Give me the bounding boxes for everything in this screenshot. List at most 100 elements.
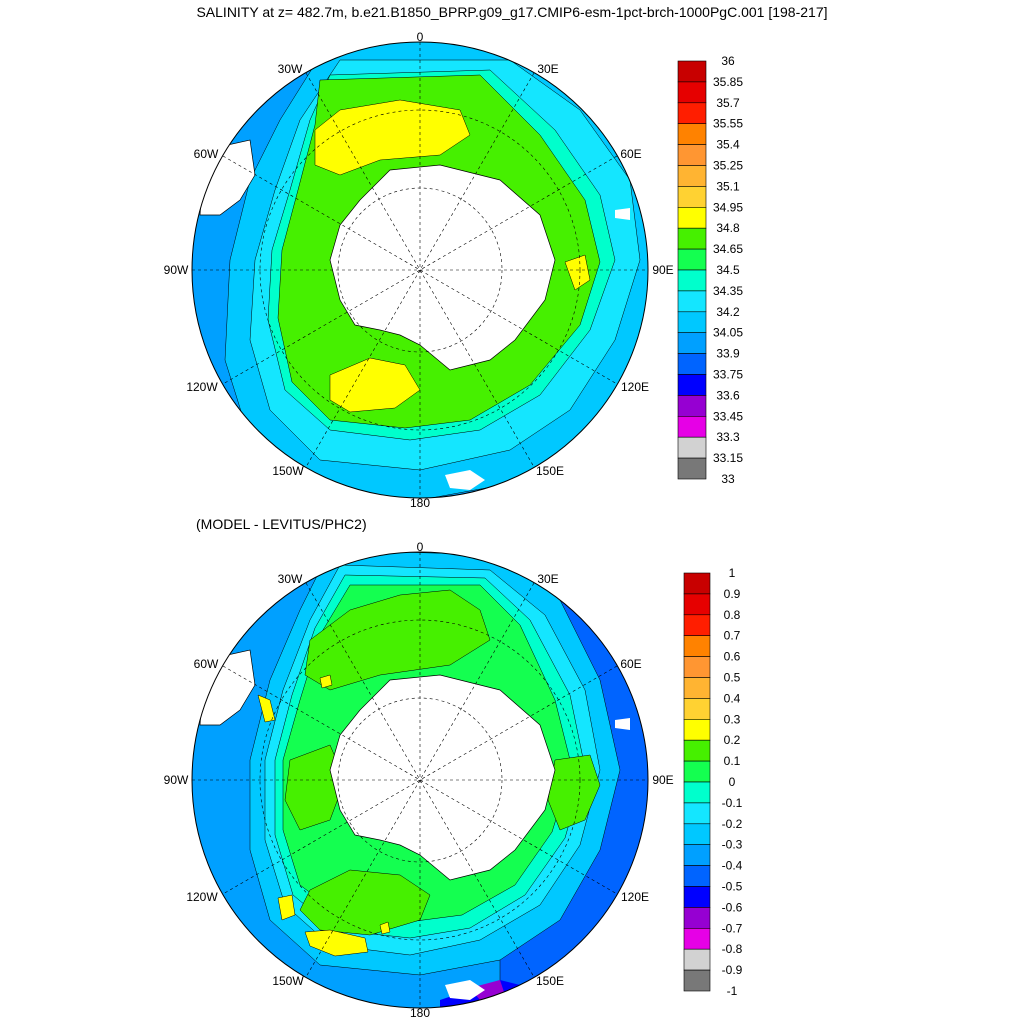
lon-label-180: 180 [410, 1006, 430, 1020]
colorbar-swatch [683, 656, 711, 678]
salinity-map: 0 30W 30E 60W 60E 90W 90E 120W 120E 150W… [164, 30, 744, 510]
colorbar-swatch [677, 436, 707, 459]
colorbar-swatch [677, 374, 707, 396]
lon-label-0: 0 [417, 540, 424, 554]
colorbar-swatch [677, 269, 707, 292]
colorbar-swatch [677, 332, 707, 354]
colorbar-tick-label: 34.95 [713, 200, 743, 214]
colorbar-tick-label: -0.8 [722, 942, 743, 956]
figure-title: SALINITY at z= 482.7m, b.e21.B1850_BPRP.… [196, 4, 828, 20]
colorbar-tick-label: 33.3 [716, 430, 740, 444]
colorbar-swatch [683, 781, 711, 804]
colorbar-tick-label: 0.3 [724, 712, 741, 726]
colorbar-swatch [677, 207, 707, 229]
colorbar-tick-label: 33.9 [716, 347, 740, 361]
lon-label-90e: 90E [652, 773, 673, 787]
colorbar-tick-label: 35.1 [716, 179, 740, 193]
salinity-colorbar-labels: 36 35.85 35.7 35.55 35.4 35.25 35.1 34.95 34.8 34… [713, 54, 743, 486]
lon-label-120w: 120W [186, 380, 218, 394]
colorbar-tick-label: -1 [727, 984, 738, 998]
lon-label-180: 180 [410, 496, 430, 510]
colorbar-swatch [677, 165, 707, 187]
lon-label-30e: 30E [537, 62, 558, 76]
colorbar-swatch [683, 572, 711, 595]
colorbar-swatch [683, 948, 711, 971]
colorbar-tick-label: 33.45 [713, 409, 743, 423]
difference-colorbar-labels: 1 0.9 0.8 0.7 0.6 0.5 0.4 0.3 0.2 0.1 0 -0.1 -0.2 -0.… [722, 566, 743, 998]
colorbar-tick-label: 33.15 [713, 451, 743, 465]
colorbar-tick-label: 0.1 [724, 754, 741, 768]
colorbar-swatch [683, 969, 711, 992]
colorbar-swatch [677, 123, 707, 145]
colorbar-tick-label: 35.7 [716, 96, 740, 110]
difference-colorbar [683, 572, 711, 992]
lon-label-90e: 90E [652, 263, 673, 277]
colorbar-tick-label: 33.75 [713, 368, 743, 382]
colorbar-tick-label: 34.2 [716, 305, 740, 319]
colorbar-swatch [677, 415, 707, 438]
lon-label-30w: 30W [278, 572, 303, 586]
map-border [191, 41, 649, 499]
map-border [191, 551, 649, 1009]
colorbar-tick-label: 0.2 [724, 733, 741, 747]
lon-label-0: 0 [417, 30, 424, 44]
difference-subtitle: (MODEL - LEVITUS/PHC2) [196, 516, 367, 532]
lon-label-60w: 60W [194, 147, 219, 161]
colorbar-swatch [683, 719, 711, 741]
colorbar-tick-label: 34.05 [713, 326, 743, 340]
colorbar-tick-label: 34.65 [713, 242, 743, 256]
lon-label-30w: 30W [278, 62, 303, 76]
colorbar-swatch [683, 635, 711, 657]
colorbar-swatch [677, 353, 707, 375]
colorbar-tick-label: 0.5 [724, 671, 741, 685]
colorbar-swatch [683, 802, 711, 825]
lon-label-60e: 60E [620, 657, 641, 671]
colorbar-swatch [683, 907, 711, 929]
colorbar-swatch [683, 823, 711, 845]
colorbar-swatch [683, 593, 711, 616]
lon-label-150e: 150E [536, 464, 564, 478]
colorbar-swatch [677, 457, 707, 480]
colorbar-swatch [683, 739, 711, 762]
colorbar-tick-label: 36 [721, 54, 735, 68]
colorbar-tick-label: -0.6 [722, 900, 743, 914]
colorbar-tick-label: -0.5 [722, 880, 743, 894]
colorbar-tick-label: 35.85 [713, 75, 743, 89]
colorbar-swatch [683, 865, 711, 887]
colorbar-swatch [677, 60, 707, 83]
colorbar-swatch [677, 81, 707, 104]
colorbar-tick-label: 35.25 [713, 159, 743, 173]
colorbar-tick-label: 33 [721, 472, 735, 486]
colorbar-tick-label: 0 [729, 775, 736, 789]
colorbar-swatch [683, 614, 711, 637]
colorbar-tick-label: -0.4 [722, 859, 743, 873]
colorbar-swatch [677, 311, 707, 333]
colorbar-swatch [677, 227, 707, 250]
colorbar-tick-label: 33.6 [716, 388, 740, 402]
colorbar-swatch [683, 886, 711, 908]
colorbar-tick-label: 0.8 [724, 608, 741, 622]
colorbar-swatch [677, 144, 707, 166]
colorbar-tick-label: 0.6 [724, 650, 741, 664]
lon-label-60w: 60W [194, 657, 219, 671]
lon-label-150w: 150W [272, 974, 304, 988]
colorbar-swatch [677, 395, 707, 417]
colorbar-tick-label: -0.3 [722, 838, 743, 852]
lon-label-120e: 120E [621, 890, 649, 904]
colorbar-swatch [683, 677, 711, 699]
colorbar-tick-label: 0.9 [724, 587, 741, 601]
colorbar-tick-label: 0.7 [724, 629, 741, 643]
lon-label-150w: 150W [272, 464, 304, 478]
colorbar-tick-label: 35.55 [713, 117, 743, 131]
colorbar-tick-label: 1 [729, 566, 736, 580]
colorbar-swatch [677, 186, 707, 208]
colorbar-tick-label: -0.1 [722, 796, 743, 810]
colorbar-tick-label: -0.9 [722, 963, 743, 977]
lon-label-90w: 90W [164, 263, 189, 277]
lon-label-120e: 120E [621, 380, 649, 394]
salinity-field [192, 42, 648, 498]
lon-label-90w: 90W [164, 773, 189, 787]
colorbar-swatch [683, 698, 711, 720]
lon-label-30e: 30E [537, 572, 558, 586]
colorbar-swatch [683, 927, 711, 950]
